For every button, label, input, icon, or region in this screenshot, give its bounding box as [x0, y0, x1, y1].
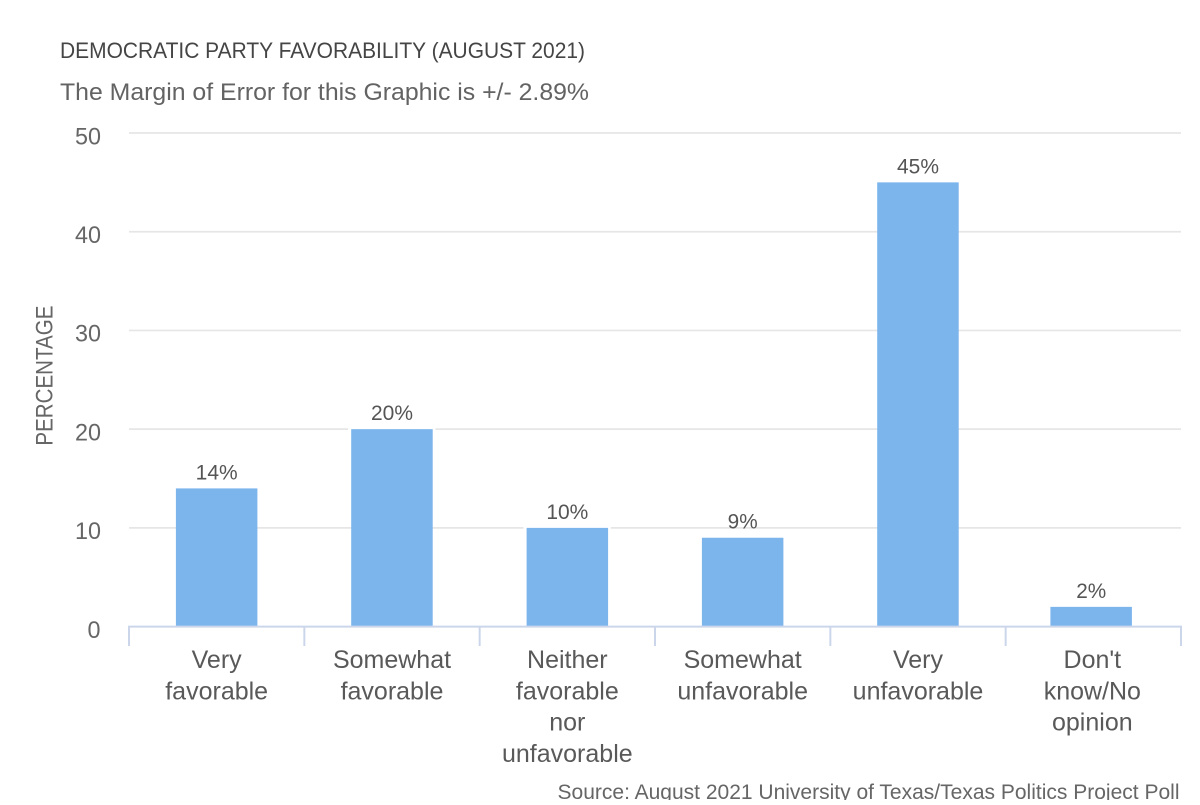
svg-text:Source: August 2021 University: Source: August 2021 University of Texas/… [558, 781, 1180, 800]
svg-text:10: 10 [75, 518, 101, 545]
svg-text:30: 30 [75, 321, 101, 348]
svg-text:PERCENTAGE: PERCENTAGE [32, 306, 59, 446]
svg-text:Very: Very [192, 646, 243, 674]
svg-text:nor: nor [549, 709, 585, 737]
svg-text:unfavorable: unfavorable [853, 677, 984, 705]
svg-text:favorable: favorable [165, 677, 268, 705]
svg-text:favorable: favorable [516, 677, 619, 705]
svg-text:DEMOCRATIC PARTY FAVORABILITY: DEMOCRATIC PARTY FAVORABILITY (AUGUST 20… [60, 38, 585, 63]
svg-text:20%: 20% [371, 402, 413, 425]
svg-text:Somewhat: Somewhat [333, 646, 451, 674]
svg-text:9%: 9% [728, 511, 758, 534]
svg-text:Somewhat: Somewhat [684, 646, 802, 674]
svg-text:unfavorable: unfavorable [502, 740, 633, 768]
svg-text:14%: 14% [196, 461, 238, 484]
svg-text:Very: Very [893, 646, 944, 674]
svg-text:know/No: know/No [1044, 677, 1141, 705]
svg-text:The Margin of Error for this G: The Margin of Error for this Graphic is … [60, 79, 589, 106]
svg-text:2%: 2% [1076, 580, 1106, 603]
svg-text:favorable: favorable [341, 677, 444, 705]
svg-text:10%: 10% [546, 501, 588, 524]
svg-text:0: 0 [88, 617, 101, 644]
svg-text:Don't: Don't [1064, 646, 1122, 674]
svg-text:Neither: Neither [527, 646, 608, 674]
svg-text:opinion: opinion [1052, 709, 1133, 737]
svg-text:20: 20 [75, 419, 101, 446]
svg-text:45%: 45% [897, 155, 939, 178]
svg-text:40: 40 [75, 222, 101, 249]
svg-text:unfavorable: unfavorable [677, 677, 808, 705]
svg-text:50: 50 [75, 123, 101, 150]
